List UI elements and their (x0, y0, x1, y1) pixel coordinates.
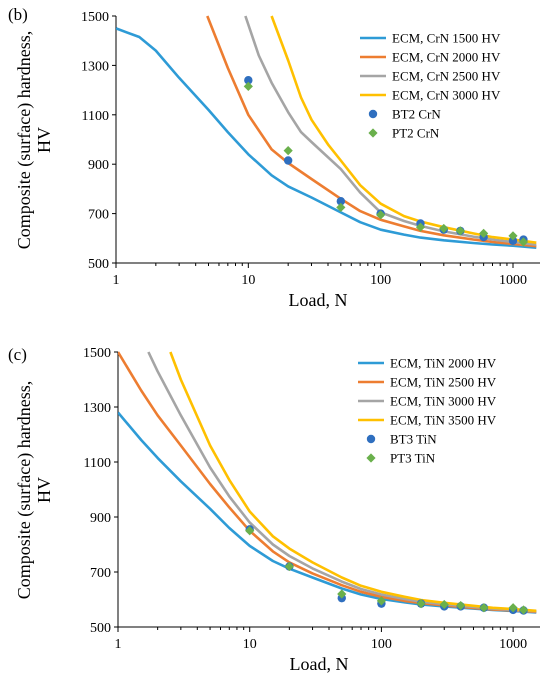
legend-swatch-diamond (366, 453, 376, 463)
panel-label: (b) (8, 5, 28, 24)
data-point-diamond (243, 81, 253, 91)
legend-label: ECM, TiN 3500 HV (390, 413, 497, 428)
y-tick-label: 1100 (84, 456, 111, 471)
x-tick-label: 1000 (499, 273, 527, 288)
data-point-circle (336, 197, 346, 206)
data-point-diamond (336, 202, 346, 213)
data-point-circle (508, 236, 518, 245)
x-axis-title: Load, N (290, 654, 349, 674)
y-axis-title-line2: HV (34, 477, 54, 503)
data-point-diamond (508, 231, 518, 241)
data-point-circle (283, 156, 293, 165)
legend-label: PT2 CrN (392, 126, 440, 141)
chart-panel-0: 500 700 900 1100 1300 1500 1 10 100 1000 ECM, CrN … (8, 5, 540, 310)
series-line-0 (116, 27, 537, 249)
x-tick-label: 10 (241, 273, 255, 288)
x-tick-label: 1 (113, 273, 120, 288)
y-tick-label: 500 (88, 257, 109, 272)
data-point-diamond (416, 599, 426, 609)
y-tick-label: 1500 (83, 346, 111, 361)
y-tick-label: 1100 (82, 109, 109, 124)
data-point-diamond (439, 223, 449, 234)
x-tick-label: 1000 (499, 637, 527, 652)
legend-label: BT3 TiN (390, 432, 437, 447)
y-tick-label: 1300 (81, 59, 109, 74)
legend-label: ECM, CrN 2500 HV (392, 69, 501, 84)
series-line-2 (147, 351, 537, 613)
data-point-diamond (376, 596, 387, 606)
legend-label: ECM, CrN 1500 HV (392, 31, 501, 46)
legend-swatch-circle (368, 109, 378, 119)
plot-area (118, 351, 537, 615)
legend-swatch-diamond (368, 128, 378, 138)
chart-panel-1: 500 700 900 1100 1300 1500 1 10 100 1000 ECM, TiN … (8, 345, 540, 674)
legend-label: ECM, CrN 3000 HV (392, 88, 501, 103)
y-axis-title-line1: Composite (surface) hardness, (14, 381, 35, 599)
legend-label: ECM, CrN 2000 HV (392, 50, 501, 65)
x-tick-label: 1 (115, 637, 122, 652)
legend-label: ECM, TiN 3000 HV (390, 394, 497, 409)
legend-swatch-circle (366, 434, 376, 444)
legend-label: ECM, TiN 2500 HV (390, 375, 497, 390)
y-tick-label: 700 (88, 208, 109, 223)
y-axis-title-line2: HV (34, 127, 54, 153)
data-point-diamond (479, 228, 489, 238)
y-tick-label: 900 (90, 511, 111, 526)
y-axis-title-line1: Composite (surface) hardness, (14, 31, 35, 249)
series-line-3 (169, 351, 537, 613)
data-point-diamond (518, 237, 529, 247)
data-point-diamond (337, 589, 347, 599)
x-axis-title: Load, N (289, 290, 348, 310)
y-tick-label: 1300 (83, 401, 111, 416)
data-point-diamond (415, 222, 426, 232)
data-point-circle (244, 76, 253, 85)
legend: ECM, CrN 1500 HV ECM, CrN 2000 HV ECM, CrN… (360, 31, 501, 141)
legend-label: PT3 TiN (390, 451, 436, 466)
legend-label: ECM, TiN 2000 HV (390, 356, 497, 371)
data-point-diamond (456, 600, 466, 611)
data-point-diamond (376, 210, 386, 220)
data-point-diamond (245, 526, 255, 536)
x-tick-label: 100 (370, 273, 391, 288)
x-tick-label: 100 (371, 637, 392, 652)
data-point-diamond (283, 146, 293, 156)
data-point-diamond (284, 561, 294, 572)
y-tick-label: 700 (90, 566, 111, 581)
series-line-0 (118, 411, 537, 614)
data-point-diamond (455, 226, 465, 236)
y-tick-label: 1500 (81, 10, 109, 25)
data-point-diamond (439, 599, 449, 610)
data-point-diamond (479, 603, 489, 613)
y-tick-label: 500 (90, 621, 111, 636)
plot-area (116, 15, 537, 249)
data-point-diamond (518, 605, 529, 615)
legend-label: BT2 CrN (392, 107, 441, 122)
legend: ECM, TiN 2000 HV ECM, TiN 2500 HV ECM, TiN… (358, 356, 497, 466)
y-tick-label: 900 (88, 158, 109, 173)
panel-label: (c) (8, 345, 27, 364)
data-point-diamond (508, 603, 518, 613)
x-tick-label: 10 (243, 637, 257, 652)
